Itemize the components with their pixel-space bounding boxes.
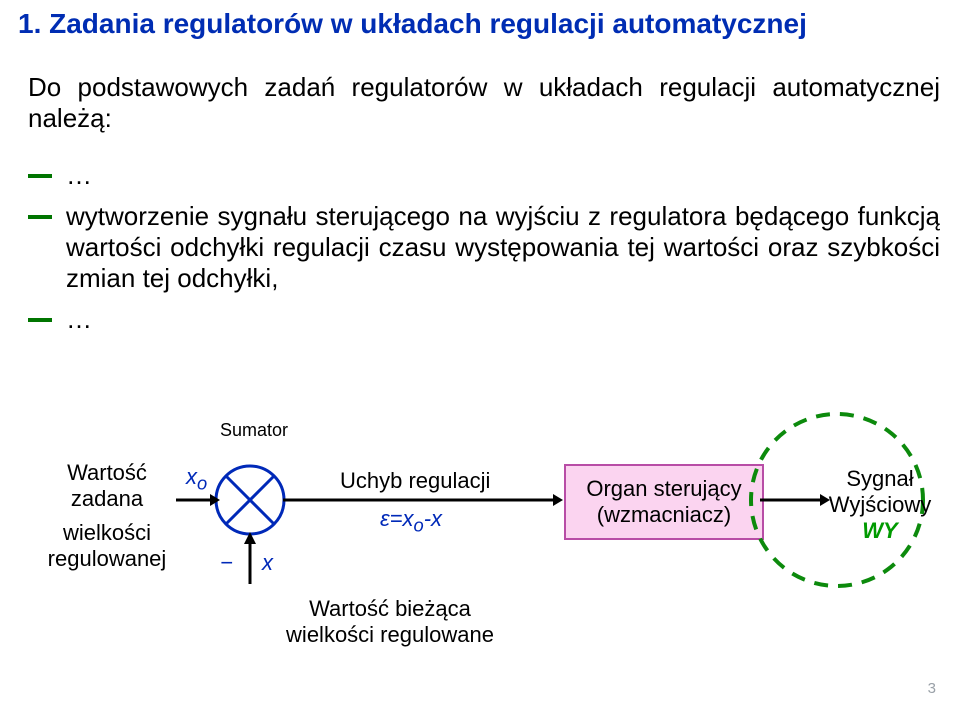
- bullet-1-text: …: [66, 160, 940, 191]
- arrow-feedback-up-icon: [242, 532, 262, 584]
- x-symbol: x: [262, 550, 273, 576]
- eps-sub: o: [414, 514, 424, 535]
- left-label-bot2: regulowanej: [32, 546, 182, 572]
- left-label-bot1: wielkości: [32, 520, 182, 546]
- wb-label: Wartość bieżąca wielkości regulowane: [260, 596, 520, 648]
- summing-junction-icon: [210, 460, 290, 540]
- minus-symbol: −: [220, 550, 233, 576]
- page-number: 3: [928, 680, 936, 697]
- bullet-1: …: [28, 160, 940, 191]
- page-title: 1. Zadania regulatorów w układach regula…: [18, 8, 942, 40]
- bullet-dash-icon: [28, 174, 52, 178]
- sig-wy: WY: [820, 518, 940, 544]
- block-line1: Organ sterujący: [586, 476, 741, 502]
- bullet-list: … wytworzenie sygnału sterującego na wyj…: [28, 160, 940, 345]
- bullet-dash-icon: [28, 318, 52, 322]
- left-label-top: Wartość: [32, 460, 182, 486]
- intro-span: Do podstawowych zadań regulatorów w ukła…: [28, 72, 940, 133]
- intro-text: Do podstawowych zadań regulatorów w ukła…: [28, 72, 940, 134]
- left-label-mid: zadana: [32, 486, 182, 512]
- block-diagram: Sumator Wartość zadana wielkości regulow…: [0, 420, 960, 680]
- sig-line2: Wyjściowy: [820, 492, 940, 518]
- signal-label: Sygnał Wyjściowy WY: [820, 466, 940, 544]
- bullet-3-text: …: [66, 304, 940, 335]
- arrow-left-in-icon: [176, 492, 220, 512]
- eps-prefix: ε=x: [380, 506, 414, 531]
- wb-line2: wielkości regulowane: [260, 622, 520, 648]
- sig-line1: Sygnał: [820, 466, 940, 492]
- organ-block: Organ sterujący (wzmacniacz): [564, 464, 764, 540]
- bullet-dash-icon: [28, 215, 52, 219]
- bullet-3: …: [28, 304, 940, 335]
- eps-suffix: -x: [424, 506, 442, 531]
- epsilon-expr: ε=xo-x: [380, 506, 442, 536]
- title-text: 1. Zadania regulatorów w układach regula…: [18, 8, 807, 39]
- xo-x: x: [186, 464, 197, 489]
- block-line2: (wzmacniacz): [597, 502, 731, 528]
- xo-sub: o: [197, 472, 207, 493]
- bullet-2-text: wytworzenie sygnału sterującego na wyjśc…: [66, 201, 940, 294]
- sumator-label: Sumator: [220, 420, 288, 441]
- bullet-2: wytworzenie sygnału sterującego na wyjśc…: [28, 201, 940, 294]
- left-label-block: Wartość zadana wielkości regulowanej: [32, 460, 182, 572]
- xo-symbol: xo: [186, 464, 207, 494]
- wb-line1: Wartość bieżąca: [260, 596, 520, 622]
- uchyb-label: Uchyb regulacji: [340, 468, 490, 494]
